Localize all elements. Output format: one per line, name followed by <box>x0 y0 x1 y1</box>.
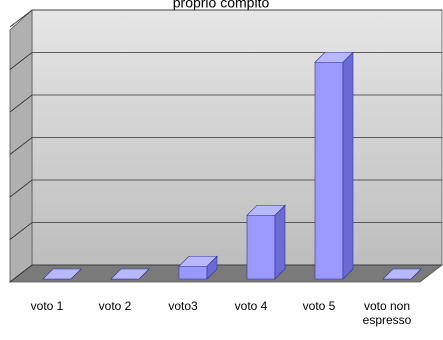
bar-face <box>110 268 150 280</box>
grid-line <box>9 9 442 28</box>
x-tick-label: voto 1 <box>30 299 64 313</box>
bar-face <box>314 61 344 280</box>
bar-face <box>42 268 82 280</box>
x-tick-label: voto non espresso <box>362 299 412 327</box>
grid-line <box>9 137 442 155</box>
bar <box>314 51 354 280</box>
bar <box>178 255 218 280</box>
grid-line <box>9 94 442 113</box>
grid-line <box>9 222 442 240</box>
bar <box>246 204 286 280</box>
x-tick-label: voto3 <box>168 299 198 313</box>
chart-title: proprio compito <box>173 0 270 11</box>
bar-face <box>274 204 286 280</box>
x-tick-label: voto 5 <box>302 299 336 313</box>
bar <box>382 268 422 280</box>
bar-face <box>246 214 276 280</box>
bar-face <box>178 265 208 280</box>
bar-face <box>342 51 354 280</box>
x-tick-label: voto 4 <box>234 299 268 313</box>
bar <box>110 268 150 280</box>
bar-face <box>178 255 218 267</box>
grid-line <box>9 179 442 198</box>
bar-face <box>382 268 422 280</box>
x-tick-label: voto 2 <box>98 299 132 313</box>
bar-face <box>314 51 354 63</box>
grid-line <box>9 52 442 70</box>
bar <box>42 268 82 280</box>
grid-line <box>9 264 442 283</box>
bar-face <box>246 204 286 216</box>
